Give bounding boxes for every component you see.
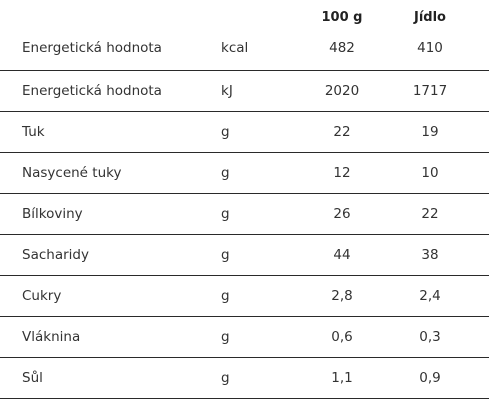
column-header-100g: 100 g: [321, 10, 363, 25]
value-per-100g: 0,6: [331, 329, 353, 345]
nutrient-name: Energetická hodnota: [22, 40, 162, 56]
nutrient-name: Vláknina: [22, 329, 81, 345]
value-per-100g: 1,1: [331, 370, 353, 386]
nutrient-name: Bílkoviny: [22, 206, 83, 222]
value-per-100g: 44: [333, 247, 351, 263]
value-per-portion: 2,4: [419, 288, 441, 304]
value-per-portion: 38: [421, 247, 439, 263]
value-per-100g: 26: [333, 206, 351, 222]
table-row: Energetická hodnota kcal 482 410: [0, 30, 489, 71]
value-per-portion: 1717: [412, 83, 448, 99]
nutrient-name: Cukry: [22, 288, 62, 304]
nutrition-table: 100 g Jídlo Energetická hodnota kcal 482…: [0, 0, 489, 399]
table-header: 100 g Jídlo: [0, 0, 489, 30]
value-per-portion: 19: [421, 124, 439, 140]
nutrient-name: Tuk: [22, 124, 45, 140]
value-per-portion: 22: [421, 206, 439, 222]
nutrient-name: Energetická hodnota: [22, 83, 162, 99]
value-per-100g: 22: [333, 124, 351, 140]
table-row: Vláknina g 0,6 0,3: [0, 317, 489, 358]
nutrient-unit: g: [221, 165, 230, 181]
table-row: Bílkoviny g 26 22: [0, 194, 489, 235]
nutrient-unit: g: [221, 329, 230, 345]
nutrient-name: Sůl: [22, 370, 43, 386]
value-per-portion: 0,9: [419, 370, 441, 386]
value-per-100g: 2020: [324, 83, 360, 99]
nutrient-unit: g: [221, 206, 230, 222]
nutrient-unit: kJ: [221, 83, 233, 99]
table-row: Energetická hodnota kJ 2020 1717: [0, 71, 489, 112]
nutrient-unit: g: [221, 370, 230, 386]
nutrient-unit: g: [221, 247, 230, 263]
value-per-portion: 410: [417, 40, 443, 56]
nutrient-name: Nasycené tuky: [22, 165, 122, 181]
value-per-portion: 0,3: [419, 329, 441, 345]
value-per-portion: 10: [421, 165, 439, 181]
table-row: Sůl g 1,1 0,9: [0, 358, 489, 399]
table-row: Sacharidy g 44 38: [0, 235, 489, 276]
value-per-100g: 2,8: [331, 288, 353, 304]
column-header-portion: Jídlo: [414, 10, 446, 25]
nutrient-unit: g: [221, 124, 230, 140]
table-row: Nasycené tuky g 12 10: [0, 153, 489, 194]
table-row: Cukry g 2,8 2,4: [0, 276, 489, 317]
value-per-100g: 12: [333, 165, 351, 181]
nutrient-unit: g: [221, 288, 230, 304]
nutrient-unit: kcal: [221, 40, 249, 56]
table-row: Tuk g 22 19: [0, 112, 489, 153]
nutrient-name: Sacharidy: [22, 247, 89, 263]
value-per-100g: 482: [329, 40, 355, 56]
